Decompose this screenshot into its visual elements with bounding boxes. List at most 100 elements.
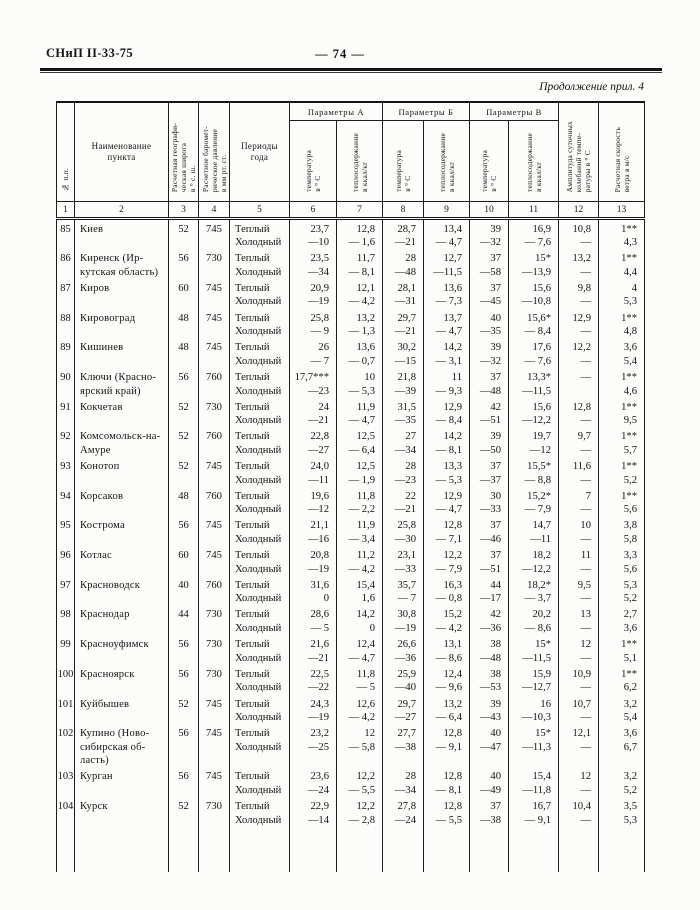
cold-value: —12,2 xyxy=(521,563,552,575)
cold-value: — 7,9 xyxy=(435,563,462,575)
value-cell: 1** 4,8 xyxy=(598,309,646,339)
warm-value: 3,2 xyxy=(623,698,638,710)
warm-value: 40 xyxy=(490,312,501,324)
period-cold-label: Холодный xyxy=(235,741,282,753)
cold-value: —46 xyxy=(479,533,501,545)
warm-value: 11,7 xyxy=(356,253,375,265)
value-cell: 10— xyxy=(558,516,599,547)
col-group-parameters-b: Параметры Б xyxy=(382,101,470,121)
warm-value: 12 xyxy=(580,771,592,783)
col-header-heat-v: теплосодержание в ккал/кг xyxy=(507,120,560,202)
cold-value: — xyxy=(580,355,592,367)
period-cell: Теплый Холодный xyxy=(229,218,290,250)
warm-value: 30 xyxy=(490,490,501,502)
value-cell: 13,7 — 4,7 xyxy=(423,309,470,339)
warm-value: 12,8 xyxy=(443,728,462,740)
cold-value: —50 xyxy=(479,444,501,456)
extension-cell xyxy=(198,827,230,872)
value-cell: 11,8 — 5 xyxy=(336,665,383,695)
table-row: 87 Киров 60 745 Теплый Холодный 20,9 —19 12,1 — 4… xyxy=(56,279,646,310)
value-cell: 12,2 — 5,5 xyxy=(336,767,383,798)
value-cell: 5,3 5,2 xyxy=(598,576,646,606)
table-row: 97 Красноводск 40 760 Теплый Холодный 31,6 0 15,… xyxy=(56,576,646,606)
value-cell: 1** 5,2 xyxy=(598,457,646,488)
value-cell: 12,7 —11,5 xyxy=(423,249,470,280)
table-row: 96 Котлас 60 745 Теплый Холодный 20,8 —19 11,2— … xyxy=(56,546,646,577)
col-group-parameters-a: Параметры А xyxy=(289,101,383,121)
extension-cell xyxy=(423,827,470,872)
cold-value: — xyxy=(580,741,592,753)
cold-value: —43 xyxy=(479,712,501,724)
warm-value: 1** xyxy=(621,461,638,472)
value-cell: 29,7 —21 xyxy=(382,309,424,339)
pressure-cell: 745 xyxy=(198,218,230,250)
value-cell: 13,3 — 5,3 xyxy=(423,457,470,488)
period-cold-label: Холодный xyxy=(235,814,282,826)
value-cell: 23,2 —25 xyxy=(289,724,337,768)
latitude-cell: 40 xyxy=(168,576,199,606)
latitude-cell: 56 xyxy=(168,665,199,695)
col-header-temp-v: температура в ° С xyxy=(469,120,509,202)
row-number-cell: 99 xyxy=(56,635,75,666)
period-warm-label: Теплый xyxy=(235,639,270,651)
warm-value: 31,6 xyxy=(310,579,329,591)
col-header-wind: Расчетная скорость ветра в м/с xyxy=(598,101,646,202)
table-row: 98 Краснодар 44 730 Теплый Холодный 28,6 — 5 14,… xyxy=(56,605,646,636)
warm-value: 37 xyxy=(490,801,501,813)
value-cell: 28 —48 xyxy=(382,249,424,280)
col-number: 8 xyxy=(382,201,424,220)
row-number-cell: 97 xyxy=(56,576,75,606)
warm-value: 19,7 xyxy=(532,431,552,443)
value-cell: 1** 5,1 xyxy=(598,635,646,666)
warm-value: 15,6* xyxy=(527,312,552,324)
warm-value: 14,7 xyxy=(532,520,552,532)
warm-value: 22,8 xyxy=(310,431,329,443)
cold-value: —11,3 xyxy=(522,741,552,753)
warm-value: 12 xyxy=(580,639,592,651)
period-cold-label: Холодный xyxy=(235,266,282,278)
cold-value: — 4,7 xyxy=(435,504,462,516)
warm-value: 1** xyxy=(621,371,638,383)
value-cell: 15,2 — 4,2 xyxy=(423,605,470,636)
warm-value: 39 xyxy=(490,342,501,354)
row-number-cell: 98 xyxy=(56,605,75,636)
cold-value: —21 xyxy=(394,504,416,516)
pressure-cell: 745 xyxy=(198,767,230,798)
value-cell: 12,8— 7,1 xyxy=(423,516,470,547)
warm-value: 42 xyxy=(490,609,501,621)
col-header-heat-v-label: теплосодержание в ккал/кг xyxy=(524,133,543,192)
cold-value: — 7,6 xyxy=(524,237,552,249)
period-cold-label: Холодный xyxy=(235,385,282,397)
latitude-cell: 56 xyxy=(168,368,199,399)
cold-value: —32 xyxy=(479,237,501,249)
table-row: 101 Куйбышев 52 745 Теплый Холодный 24,3 —19 12,… xyxy=(56,695,646,725)
value-cell: 14,2— 8,1 xyxy=(423,427,470,458)
value-cell: 15* —11,3 xyxy=(507,724,559,768)
value-cell: 20,8 —19 xyxy=(289,546,337,577)
warm-value: — xyxy=(580,371,592,383)
value-cell: 20,2 — 8,6 xyxy=(507,605,559,636)
city-name-cell: Корсаков xyxy=(74,487,169,517)
cold-value: 5,2 xyxy=(623,593,638,605)
warm-value: 12,8 xyxy=(443,771,462,783)
value-cell: 22,8 —27 xyxy=(289,427,337,458)
warm-value: 3,3 xyxy=(623,550,638,562)
warm-value: 17,6 xyxy=(532,342,552,354)
city-name-cell: Котлас xyxy=(74,546,169,577)
cold-value: —11,5 xyxy=(433,266,462,278)
period-warm-label: Теплый xyxy=(235,801,270,813)
period-cold-label: Холодный xyxy=(235,533,282,545)
warm-value: 39 xyxy=(490,698,501,710)
value-cell: 11,2— 4,2 xyxy=(336,546,383,577)
row-number-cell: 94 xyxy=(56,487,75,517)
extension-cell xyxy=(56,827,75,872)
warm-value: 16,9 xyxy=(532,223,552,235)
value-cell: 11,9— 3,4 xyxy=(336,516,383,547)
period-cell: Теплый Холодный xyxy=(229,665,290,695)
period-warm-label: Теплый xyxy=(235,401,270,413)
value-cell: 10,9 — xyxy=(558,665,599,695)
warm-value: 14,2 xyxy=(356,609,375,621)
value-cell: 7— xyxy=(558,487,599,517)
warm-value: 28 xyxy=(405,253,416,265)
cold-value: — 1,6 xyxy=(348,237,375,249)
